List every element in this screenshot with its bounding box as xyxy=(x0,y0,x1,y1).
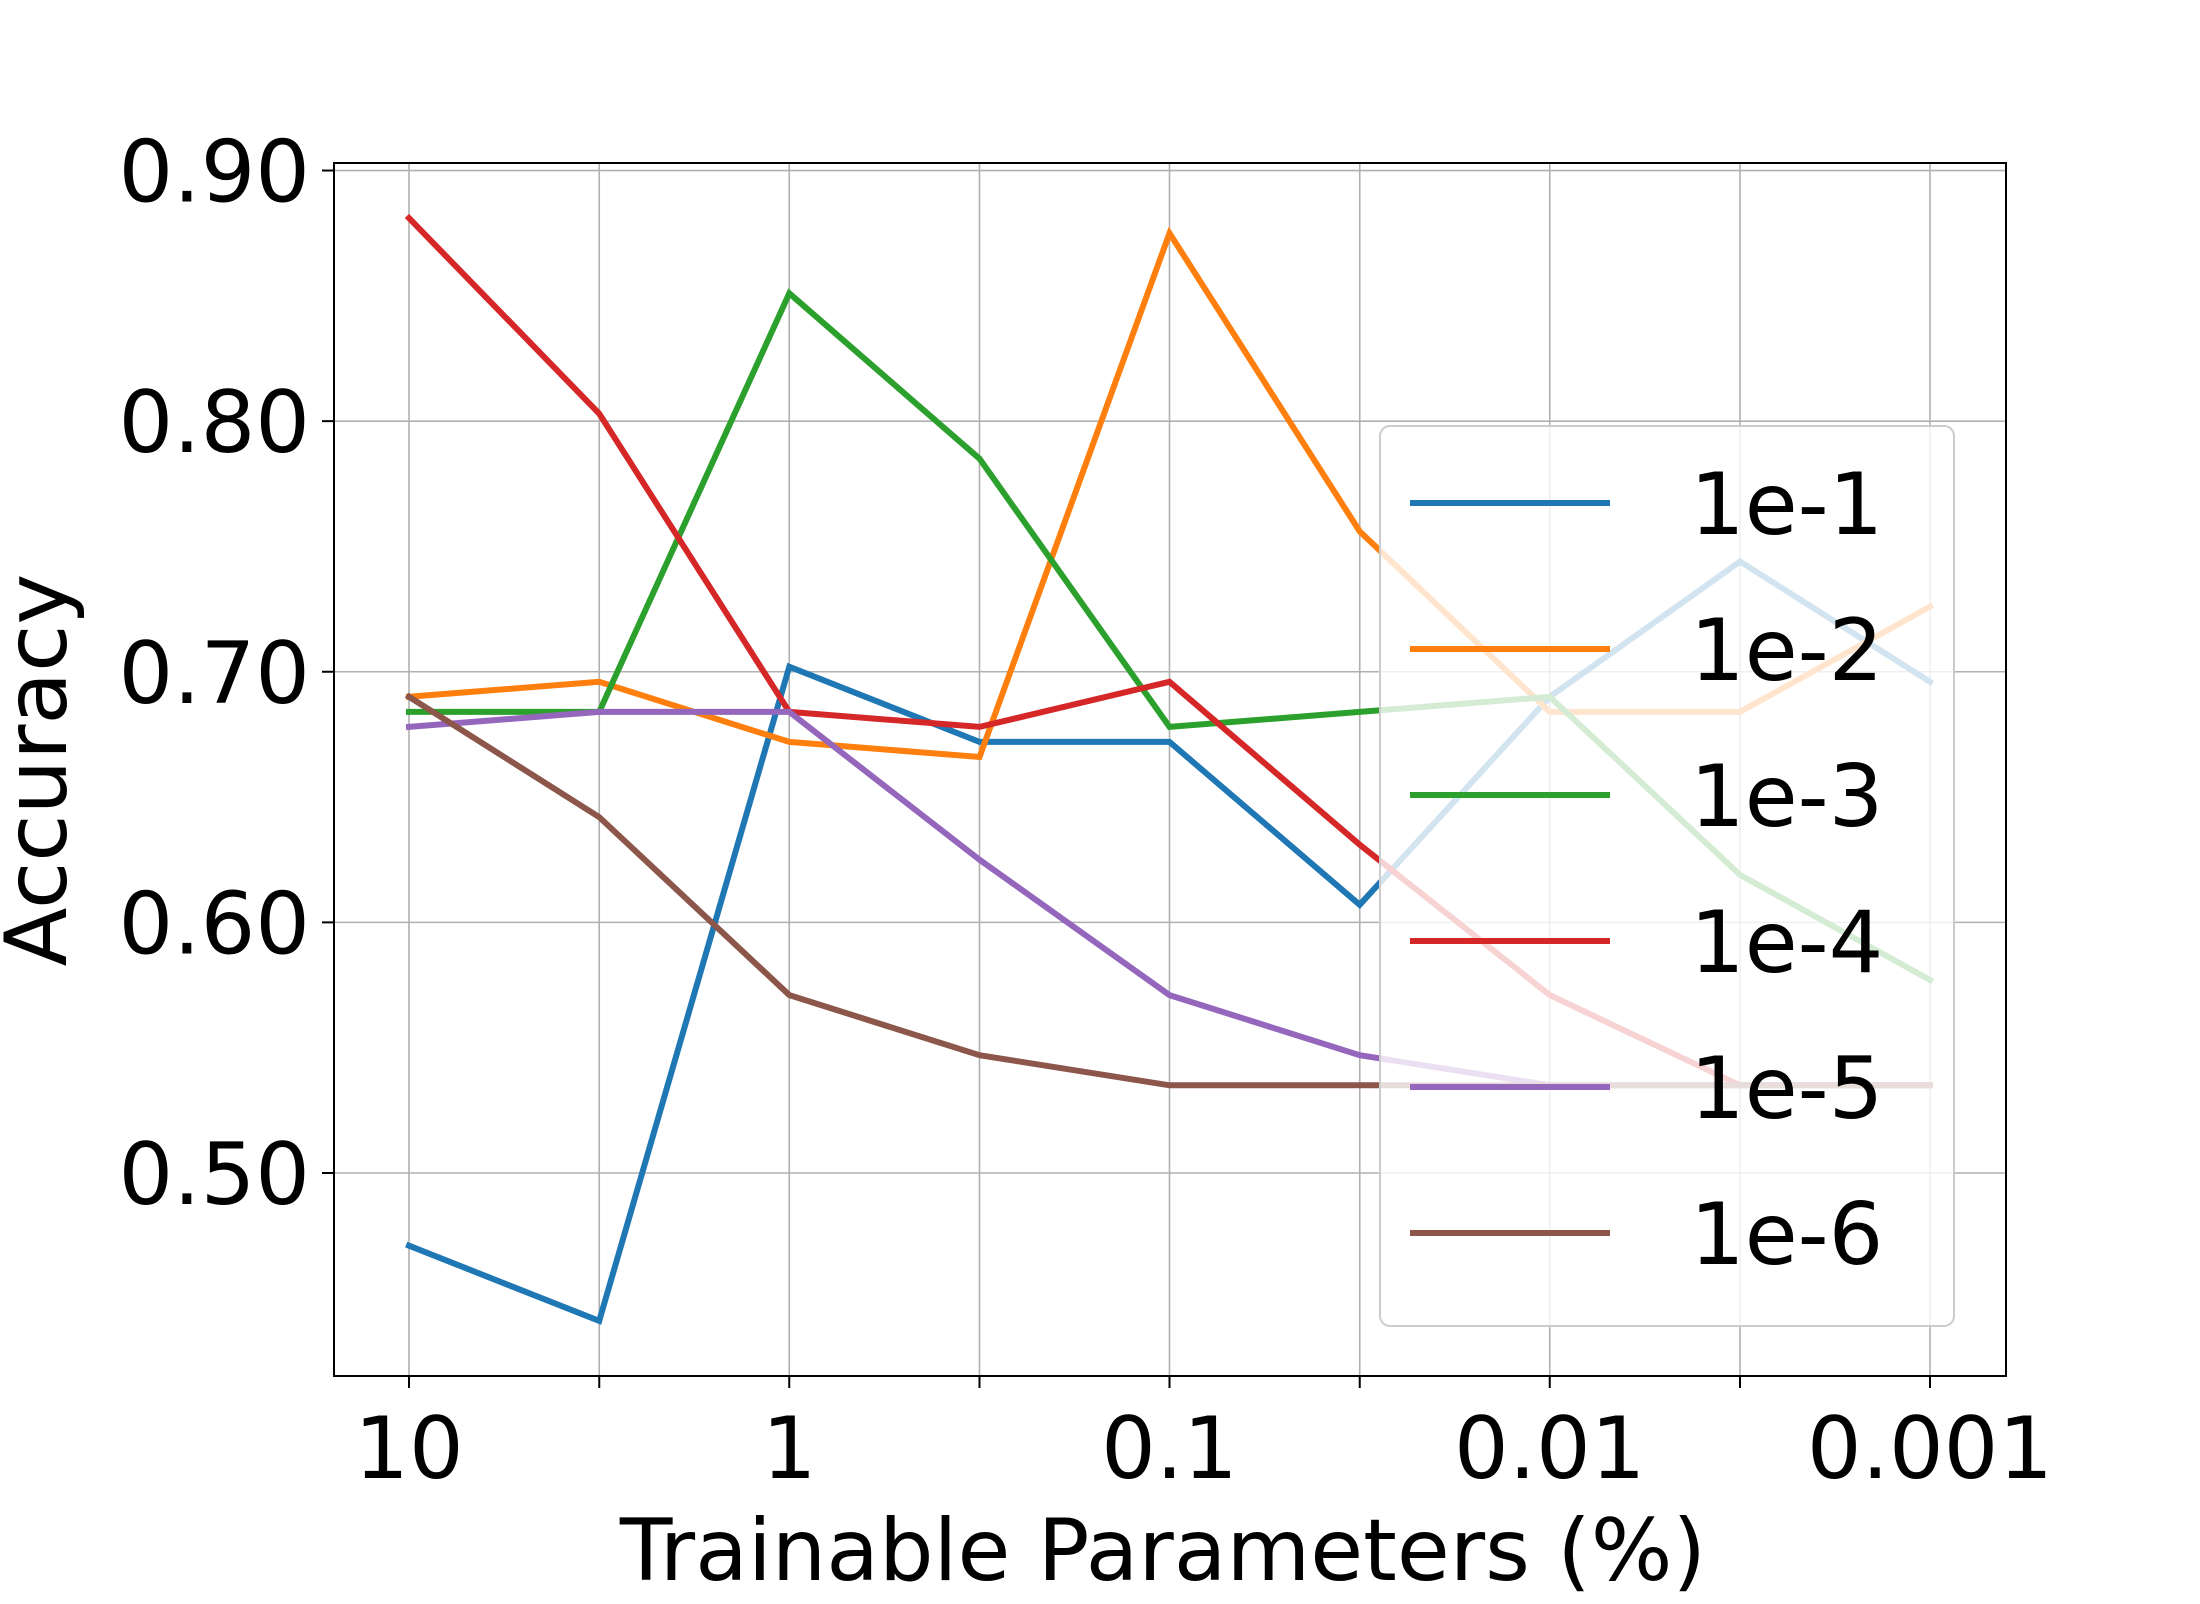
x-tick-label: 10 xyxy=(354,1399,463,1499)
y-tick-label: 0.80 xyxy=(119,373,310,473)
x-tick-label: 0.1 xyxy=(1101,1399,1238,1499)
legend-label-1e-1: 1e-1 xyxy=(1690,455,1883,555)
x-tick-label: 1 xyxy=(762,1399,817,1499)
y-tick-label: 0.90 xyxy=(119,123,310,223)
y-axis-label: Accuracy xyxy=(0,574,87,967)
x-tick-label: 0.001 xyxy=(1807,1399,2053,1499)
y-tick-label: 0.70 xyxy=(119,624,310,724)
legend: 1e-1 1e-2 1e-3 1e-4 1e-5 1e-6 xyxy=(1379,425,1955,1327)
y-tick-label: 0.50 xyxy=(119,1125,310,1225)
legend-label-1e-6: 1e-6 xyxy=(1690,1185,1883,1285)
y-tick-label: 0.60 xyxy=(119,874,310,974)
axis-ticks: 10 1 0.1 0.01 0.001 0.50 0.60 0.70 0.80 0.90 xyxy=(119,123,2054,1499)
x-tick-label: 0.01 xyxy=(1454,1399,1645,1499)
legend-label-1e-2: 1e-2 xyxy=(1690,601,1883,701)
legend-label-1e-4: 1e-4 xyxy=(1690,893,1883,993)
legend-label-1e-5: 1e-5 xyxy=(1690,1039,1883,1139)
legend-label-1e-3: 1e-3 xyxy=(1690,747,1883,847)
x-axis-label: Trainable Parameters (%) xyxy=(619,1501,1706,1600)
